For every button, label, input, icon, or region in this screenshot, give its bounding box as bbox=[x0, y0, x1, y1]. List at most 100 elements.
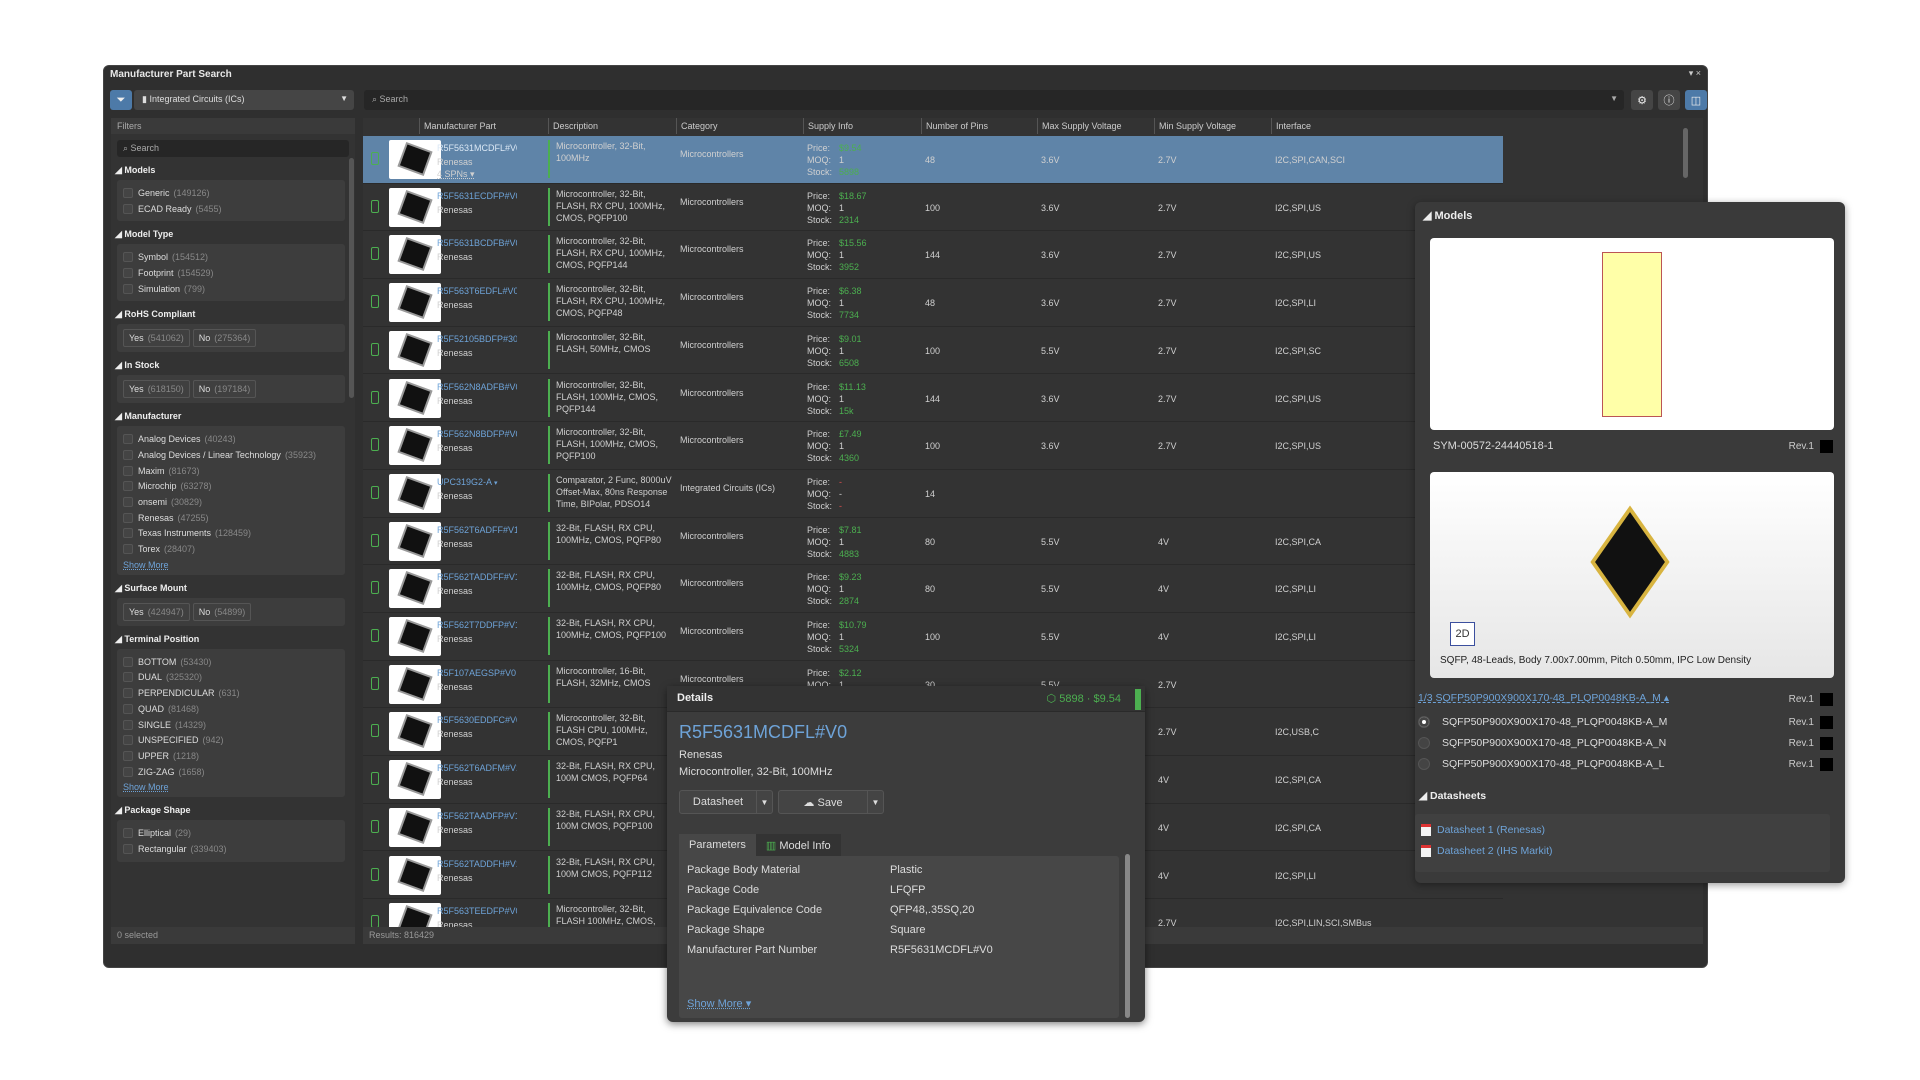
footprint-3d-preview[interactable]: 2D SQFP, 48-Leads, Body 7.00x7.00mm, Pit… bbox=[1430, 472, 1834, 678]
show-more-link[interactable]: Show More bbox=[123, 559, 169, 570]
filter-option[interactable]: Maxim (81673) bbox=[123, 463, 339, 479]
checkbox[interactable] bbox=[123, 719, 133, 730]
filter-option[interactable]: onsemi (30829) bbox=[123, 494, 339, 510]
table-row[interactable]: UPC319G2-A ▾ Renesas Comparator, 2 Func, 8… bbox=[363, 470, 1503, 518]
filter-option[interactable]: Symbol (154512) bbox=[123, 249, 339, 265]
filter-option[interactable]: DUAL (325320) bbox=[123, 670, 339, 686]
part-number-link[interactable]: UPC319G2-A ▾ bbox=[437, 476, 517, 490]
part-number-link[interactable]: R5F5631BCDFB#V0 ▾ bbox=[437, 237, 517, 251]
checkbox[interactable] bbox=[123, 843, 133, 854]
tab-parameters[interactable]: Parameters bbox=[679, 834, 756, 857]
filter-section-header[interactable]: ◢ RoHS Compliant bbox=[115, 309, 196, 320]
filter-option[interactable]: ECAD Ready (5455) bbox=[123, 201, 339, 217]
table-row[interactable]: R5F5631MCDFL#V0 ▾Renesas 4 SPNs ▾ Microcon… bbox=[363, 136, 1503, 184]
column-header[interactable]: Description bbox=[548, 118, 676, 134]
filter-pill-no[interactable]: No (197184) bbox=[192, 380, 257, 399]
table-row[interactable]: R5F563T6EDFL#V0 ▾Renesas Microcontroller,… bbox=[363, 279, 1503, 327]
part-number-link[interactable]: R5F562T6ADFM#V1 ▾ bbox=[437, 762, 517, 776]
column-header[interactable]: Min Supply Voltage bbox=[1154, 118, 1271, 134]
filter-option[interactable]: QUAD (81468) bbox=[123, 701, 339, 717]
filter-option[interactable]: Analog Devices (40243) bbox=[123, 431, 339, 447]
datasheet-button[interactable]: Datasheet ▼ bbox=[679, 790, 773, 814]
filter-option[interactable]: Analog Devices / Linear Technology (35923… bbox=[123, 447, 339, 463]
chevron-down-icon[interactable]: ▾ bbox=[492, 479, 498, 487]
filter-pill-yes[interactable]: Yes (541062) bbox=[123, 329, 190, 348]
window-controls[interactable]: ▾ × bbox=[1688, 68, 1701, 78]
part-number-link[interactable]: R5F563TEEDFP#V0 ▾ bbox=[437, 905, 517, 919]
filter-section-header[interactable]: ◢ In Stock bbox=[115, 360, 160, 371]
settings-button[interactable]: ⚙ bbox=[1631, 90, 1653, 110]
radio-button[interactable] bbox=[1418, 737, 1430, 749]
table-row[interactable]: R5F562N8ADFB#V0 ▾Renesas Microcontroller,… bbox=[363, 375, 1503, 423]
filter-option[interactable]: Simulation (799) bbox=[123, 281, 339, 297]
column-header[interactable]: Max Supply Voltage bbox=[1037, 118, 1154, 134]
checkbox[interactable] bbox=[123, 735, 133, 746]
table-row[interactable]: R5F562T7DDFP#V1 ▾Renesas 32-Bit, FLASH, R… bbox=[363, 613, 1503, 661]
checkbox[interactable] bbox=[123, 750, 133, 761]
part-number-link[interactable]: R5F107AEGSP#V0 ▾ bbox=[437, 667, 517, 681]
spn-dropdown[interactable]: 4 SPNs ▾ bbox=[437, 169, 475, 179]
checkbox[interactable] bbox=[123, 465, 133, 476]
filter-option[interactable]: ZIG-ZAG (1658) bbox=[123, 764, 339, 780]
datasheets-header[interactable]: ◢ Datasheets bbox=[1419, 790, 1487, 802]
checkbox[interactable] bbox=[123, 656, 133, 667]
part-number-link[interactable]: R5F562T6ADFF#V1 ▾ bbox=[437, 524, 517, 538]
checkbox[interactable] bbox=[123, 688, 133, 699]
filter-section-header[interactable]: ◢ Model Type bbox=[115, 229, 174, 240]
part-number-link[interactable]: R5F562T7DDFP#V1 ▾ bbox=[437, 619, 517, 633]
filter-section-header[interactable]: ◢ Package Shape bbox=[115, 805, 191, 816]
filter-toggle-button[interactable]: ⏷ bbox=[110, 90, 132, 110]
view-2d-toggle[interactable]: 2D bbox=[1450, 622, 1475, 646]
column-header[interactable]: Manufacturer Part bbox=[419, 118, 549, 134]
part-number-link[interactable]: R5F52105BDFP#30 ▾ bbox=[437, 333, 517, 347]
filter-option[interactable]: Rectangular (339403) bbox=[123, 841, 339, 857]
column-header[interactable]: Supply Info bbox=[803, 118, 921, 134]
part-number-link[interactable]: R5F563T6EDFL#V0 ▾ bbox=[437, 285, 517, 299]
footprint-selector-link[interactable]: 1/3 SQFP50P900X900X170-48_PLQP0048KB-A_M… bbox=[1418, 692, 1670, 704]
table-row[interactable]: R5F5631BCDFB#V0 ▾Renesas Microcontroller,… bbox=[363, 231, 1503, 280]
filter-pill-no[interactable]: No (54899) bbox=[192, 602, 252, 621]
show-more-link[interactable]: Show More ▾ bbox=[687, 998, 752, 1010]
filters-scrollbar[interactable] bbox=[349, 158, 354, 398]
filter-option[interactable]: Generic (149126) bbox=[123, 185, 339, 201]
checkbox[interactable] bbox=[123, 512, 133, 523]
symbol-preview[interactable] bbox=[1430, 238, 1834, 430]
table-row[interactable]: R5F562T6ADFF#V1 ▾Renesas 32-Bit, FLASH, R… bbox=[363, 518, 1503, 566]
info-button[interactable]: ⓘ bbox=[1658, 90, 1680, 110]
checkbox[interactable] bbox=[123, 544, 133, 555]
checkbox[interactable] bbox=[123, 481, 133, 492]
radio-button[interactable] bbox=[1418, 758, 1430, 770]
filter-option[interactable]: Texas Instruments (128459) bbox=[123, 526, 339, 542]
filter-option[interactable]: BOTTOM (53430) bbox=[123, 654, 339, 670]
filter-section-header[interactable]: ◢ Surface Mount bbox=[115, 582, 187, 593]
checkbox[interactable] bbox=[123, 434, 133, 445]
filter-option[interactable]: Torex (28407) bbox=[123, 541, 339, 557]
table-row[interactable]: R5F5631ECDFP#V0 ▾Renesas Microcontroller,… bbox=[363, 184, 1503, 232]
category-dropdown[interactable]: ▮ Integrated Circuits (ICs) ▼ bbox=[134, 90, 354, 110]
checkbox[interactable] bbox=[123, 283, 133, 294]
table-row[interactable]: R5F52105BDFP#30 ▾Renesas Microcontroller,… bbox=[363, 327, 1503, 375]
checkbox[interactable] bbox=[123, 203, 133, 214]
chevron-down-icon[interactable]: ▼ bbox=[867, 791, 883, 813]
checkbox[interactable] bbox=[123, 267, 133, 278]
checkbox[interactable] bbox=[123, 672, 133, 683]
filter-section-header[interactable]: ◢ Manufacturer bbox=[115, 411, 182, 422]
filter-option[interactable]: Renesas (47255) bbox=[123, 510, 339, 526]
filter-option[interactable]: UNSPECIFIED (942) bbox=[123, 732, 339, 748]
show-more-link[interactable]: Show More bbox=[123, 782, 169, 793]
datasheet-link[interactable]: Datasheet 2 (IHS Markit) bbox=[1421, 845, 1553, 857]
part-number-link[interactable]: R5F5631ECDFP#V0 ▾ bbox=[437, 190, 517, 204]
checkbox[interactable] bbox=[123, 766, 133, 777]
checkbox[interactable] bbox=[123, 449, 133, 460]
table-row[interactable]: R5F562TADDFF#V1 ▾Renesas 32-Bit, FLASH, R… bbox=[363, 565, 1503, 613]
column-header[interactable]: Number of Pins bbox=[921, 118, 1037, 134]
detail-part-number[interactable]: R5F5631MCDFL#V0 bbox=[679, 722, 848, 742]
details-scrollbar[interactable] bbox=[1125, 854, 1130, 1018]
filter-pill-yes[interactable]: Yes (618150) bbox=[123, 380, 190, 399]
filter-option[interactable]: Microchip (63278) bbox=[123, 479, 339, 495]
checkbox[interactable] bbox=[123, 497, 133, 508]
filter-pill-no[interactable]: No (275364) bbox=[192, 329, 257, 348]
filter-option[interactable]: UPPER (1218) bbox=[123, 748, 339, 764]
filter-option[interactable]: Footprint (154529) bbox=[123, 265, 339, 281]
models-header[interactable]: ◢ Models bbox=[1423, 210, 1473, 222]
